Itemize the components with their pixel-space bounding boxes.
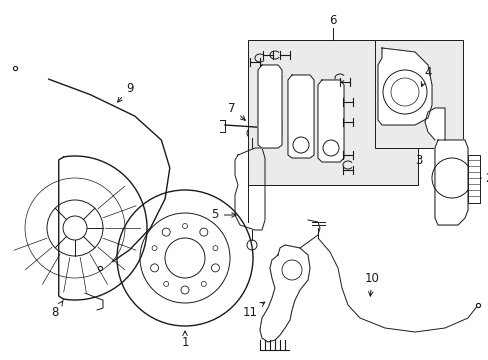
Polygon shape [434,140,467,225]
Text: 11: 11 [242,302,264,319]
Bar [247,40,417,185]
Bar [467,155,479,203]
Bar [374,40,462,148]
Text: 1: 1 [181,331,188,348]
Text: 9: 9 [117,81,134,102]
Polygon shape [424,108,444,140]
Polygon shape [287,75,313,158]
Text: 8: 8 [51,301,63,319]
Polygon shape [258,65,282,148]
Polygon shape [377,48,431,125]
Text: 5: 5 [211,208,236,221]
Text: 7: 7 [228,102,244,120]
Polygon shape [317,80,343,162]
Text: 4: 4 [421,66,431,86]
Text: 3: 3 [414,153,422,166]
Text: 10: 10 [364,271,379,296]
Text: 6: 6 [328,13,336,27]
Text: 2: 2 [476,171,488,184]
Polygon shape [260,245,309,342]
